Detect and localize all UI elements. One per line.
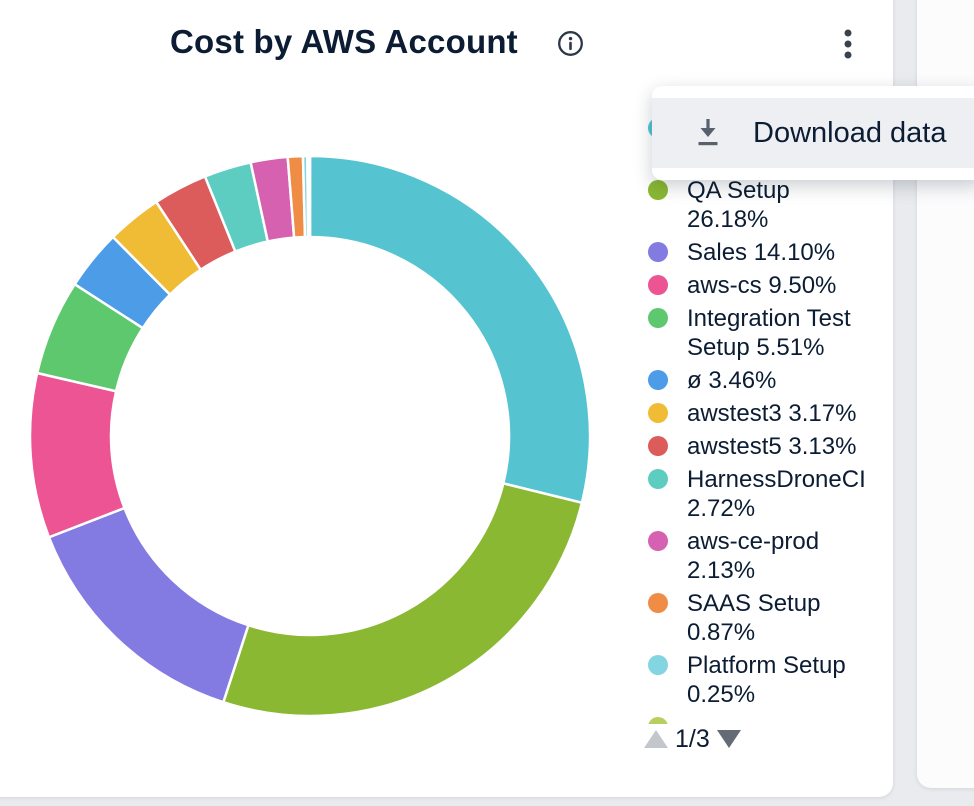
kebab-menu-button[interactable] [832, 22, 864, 66]
legend-dot [648, 593, 668, 613]
legend-dot [648, 717, 668, 724]
legend-dot [648, 370, 668, 390]
legend-dot [648, 275, 668, 295]
legend-dot [648, 531, 668, 551]
info-icon[interactable] [557, 30, 584, 57]
menu-item-label: Download data [753, 116, 947, 149]
legend-page-prev-icon[interactable] [644, 730, 668, 748]
context-menu: Download data [652, 86, 974, 180]
kebab-menu-icon [844, 29, 852, 59]
legend-dot [648, 308, 668, 328]
legend-label: HarnessDroneCI 2.72% [687, 466, 866, 522]
legend-item-item-12[interactable] [648, 713, 882, 724]
donut-slice-aws-cs[interactable] [28, 371, 127, 539]
legend-label: ø 3.46% [687, 367, 777, 394]
legend-label: awstest3 3.17% [687, 400, 857, 427]
legend-item-SAAS Setup[interactable]: SAAS Setup 0.87% [648, 589, 882, 647]
legend-page-indicator: 1/3 [675, 725, 710, 753]
legend-label: aws-ce-prod 2.13% [687, 528, 820, 584]
legend-dot [648, 655, 668, 675]
download-icon [698, 119, 718, 146]
legend-label: Sales 14.10% [687, 239, 836, 266]
legend-dot [648, 403, 668, 423]
legend-label: SAAS Setup 0.87% [687, 590, 821, 646]
legend-dot [648, 469, 668, 489]
legend-item-ø[interactable]: ø 3.46% [648, 366, 882, 395]
legend-item-awstest3[interactable]: awstest3 3.17% [648, 399, 882, 428]
legend-item-HarnessDroneCI[interactable]: HarnessDroneCI 2.72% [648, 465, 882, 523]
legend-page-next-icon[interactable] [716, 730, 741, 748]
donut-chart[interactable] [10, 136, 610, 736]
legend-item-Integration Test Setup[interactable]: Integration Test Setup 5.51% [648, 304, 882, 362]
legend-label [687, 713, 862, 724]
legend-item-QA Setup[interactable]: QA Setup 26.18% [648, 176, 882, 234]
donut-slice-Sales[interactable] [47, 506, 250, 704]
legend-item-awstest5[interactable]: awstest5 3.13% [648, 432, 882, 461]
legend-dot [648, 242, 668, 262]
legend-label: awstest5 3.13% [687, 433, 857, 460]
legend-label: QA Setup 26.18% [687, 177, 790, 233]
donut-slice-item-0[interactable] [308, 154, 592, 505]
donut-slice-item-13[interactable] [307, 154, 312, 239]
legend-pagination: 1/3 [644, 724, 741, 754]
legend-item-aws-cs[interactable]: aws-cs 9.50% [648, 271, 882, 300]
legend-label: Integration Test Setup 5.51% [687, 305, 851, 361]
chart-legend: QA Setup 26.18% Sales 14.10% aws-cs 9.50% In… [648, 114, 882, 724]
menu-item-download-data[interactable]: Download data [652, 98, 974, 168]
legend-dot [648, 180, 668, 200]
legend-dot [648, 436, 668, 456]
legend-item-Sales[interactable]: Sales 14.10% [648, 238, 882, 267]
legend-item-Platform Setup[interactable]: Platform Setup 0.25% [648, 651, 882, 709]
donut-slice-QA Setup[interactable] [221, 481, 584, 718]
legend-label: Platform Setup 0.25% [687, 652, 846, 708]
legend-item-aws-ce-prod[interactable]: aws-ce-prod 2.13% [648, 527, 882, 585]
legend-label: aws-cs 9.50% [687, 272, 837, 299]
chart-title: Cost by AWS Account [170, 23, 518, 60]
